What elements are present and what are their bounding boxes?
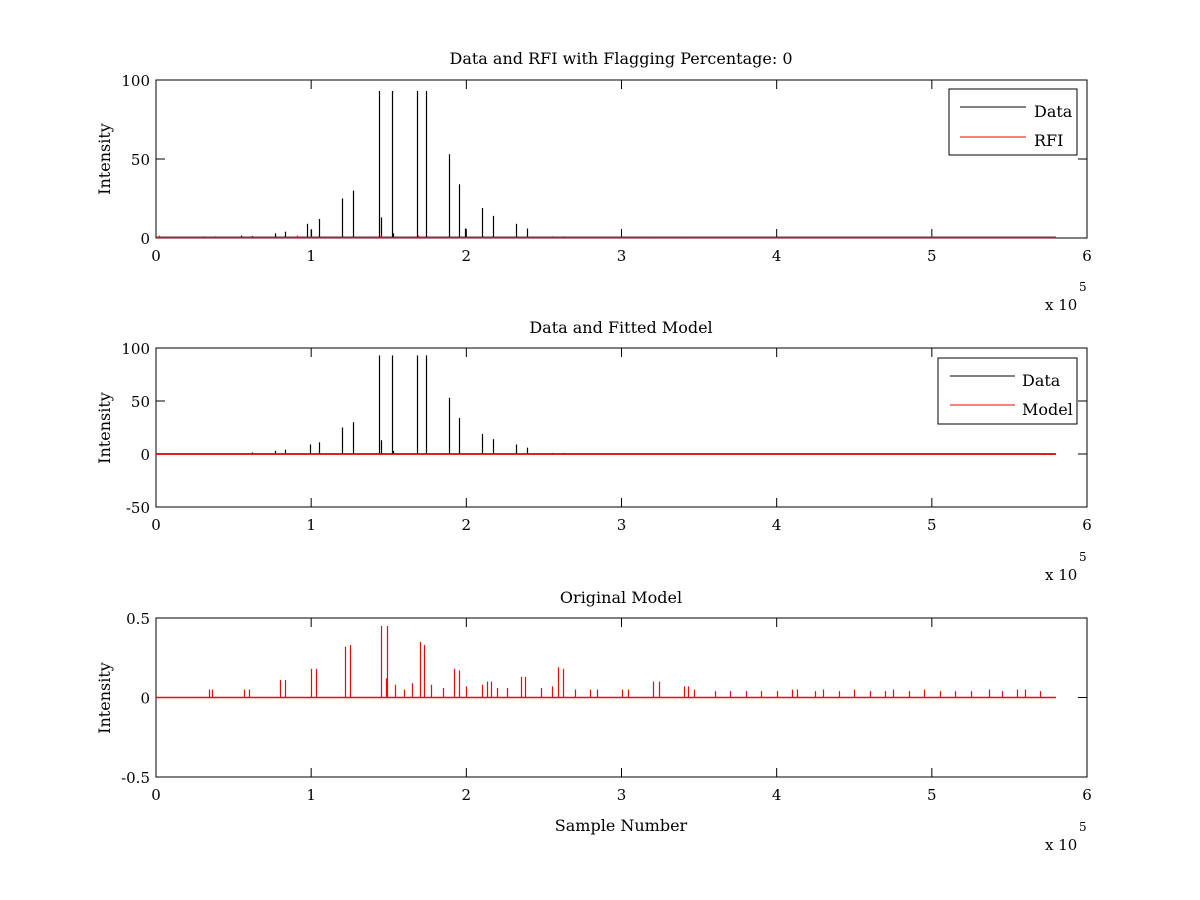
chart-title: Data and Fitted Model bbox=[529, 318, 712, 337]
legend-entry-data: Data bbox=[1034, 102, 1073, 121]
x-tick-label: 1 bbox=[306, 247, 316, 265]
x-tick-label: 0 bbox=[151, 247, 161, 265]
legend-entry-rfi: RFI bbox=[1034, 131, 1063, 150]
x-tick-label: 5 bbox=[927, 786, 937, 804]
y-axis-label: Intensity bbox=[95, 392, 114, 464]
x-tick-label: 2 bbox=[462, 786, 472, 804]
series-rfi bbox=[156, 235, 1056, 239]
x-tick-label: 1 bbox=[306, 786, 316, 804]
x-tick-label: 5 bbox=[927, 516, 937, 534]
x-tick-label: 4 bbox=[772, 516, 782, 534]
plot-area bbox=[156, 355, 1056, 456]
legend: Data RFI bbox=[948, 88, 1078, 156]
legend: Data Model bbox=[937, 357, 1078, 425]
y-tick-label: -50 bbox=[126, 499, 150, 517]
chart-title: Data and RFI with Flagging Percentage: 0 bbox=[449, 49, 792, 68]
y-tick-label: 0 bbox=[140, 230, 150, 248]
y-tick-label: 50 bbox=[131, 393, 150, 411]
x-tick-label: 2 bbox=[462, 516, 472, 534]
x-tick-label: 4 bbox=[772, 786, 782, 804]
y-tick-label: 100 bbox=[121, 72, 150, 90]
y-tick-label: 0 bbox=[140, 446, 150, 464]
plot-area bbox=[156, 625, 1056, 699]
x-tick-label: 6 bbox=[1082, 786, 1092, 804]
x-exponent-power: 5 bbox=[1079, 280, 1087, 294]
axis-ticks: 0 1 2 3 4 5 6 0 50 100 bbox=[121, 72, 1091, 265]
legend-entry-data: Data bbox=[1022, 371, 1061, 390]
y-tick-label: 100 bbox=[121, 340, 150, 358]
x-tick-label: 2 bbox=[462, 247, 472, 265]
x-exponent-power: 5 bbox=[1079, 820, 1087, 834]
x-tick-label: 6 bbox=[1082, 247, 1092, 265]
x-tick-label: 5 bbox=[927, 247, 937, 265]
x-tick-label: 1 bbox=[306, 516, 316, 534]
x-exponent-label: x 10 bbox=[1045, 566, 1077, 584]
y-tick-label: 0.5 bbox=[126, 610, 150, 628]
x-exponent-label: x 10 bbox=[1045, 296, 1077, 314]
x-tick-label: 0 bbox=[151, 516, 161, 534]
x-tick-label: 0 bbox=[151, 786, 161, 804]
chart-title: Original Model bbox=[560, 588, 682, 607]
y-axis-label: Intensity bbox=[95, 662, 114, 734]
axes-frame bbox=[155, 347, 1088, 508]
y-tick-label: 0 bbox=[140, 690, 150, 708]
series-series bbox=[156, 625, 1056, 699]
panel-data-and-fitted-model: Data and Fitted Model Intensity x 10 5 0… bbox=[95, 318, 1092, 584]
axes-frame bbox=[155, 79, 1088, 239]
legend-box bbox=[937, 357, 1078, 425]
x-tick-label: 3 bbox=[617, 516, 627, 534]
legend-box bbox=[948, 88, 1078, 156]
x-tick-label: 3 bbox=[617, 247, 627, 265]
x-tick-label: 3 bbox=[617, 786, 627, 804]
panel-original-model: Original Model Intensity Sample Number x… bbox=[95, 588, 1092, 854]
plot-area bbox=[156, 91, 1056, 239]
x-exponent-label: x 10 bbox=[1045, 836, 1077, 854]
x-axis-label: Sample Number bbox=[555, 816, 688, 835]
x-tick-label: 4 bbox=[772, 247, 782, 265]
y-tick-label: -0.5 bbox=[121, 769, 150, 787]
x-tick-label: 6 bbox=[1082, 516, 1092, 534]
x-exponent-power: 5 bbox=[1079, 550, 1087, 564]
y-tick-label: 50 bbox=[131, 151, 150, 169]
panel-data-and-rfi: Data and RFI with Flagging Percentage: 0… bbox=[95, 49, 1092, 314]
axis-ticks: 0 1 2 3 4 5 6-0.500.5 bbox=[121, 610, 1092, 804]
y-axis-label: Intensity bbox=[95, 123, 114, 195]
legend-entry-model: Model bbox=[1022, 400, 1073, 419]
